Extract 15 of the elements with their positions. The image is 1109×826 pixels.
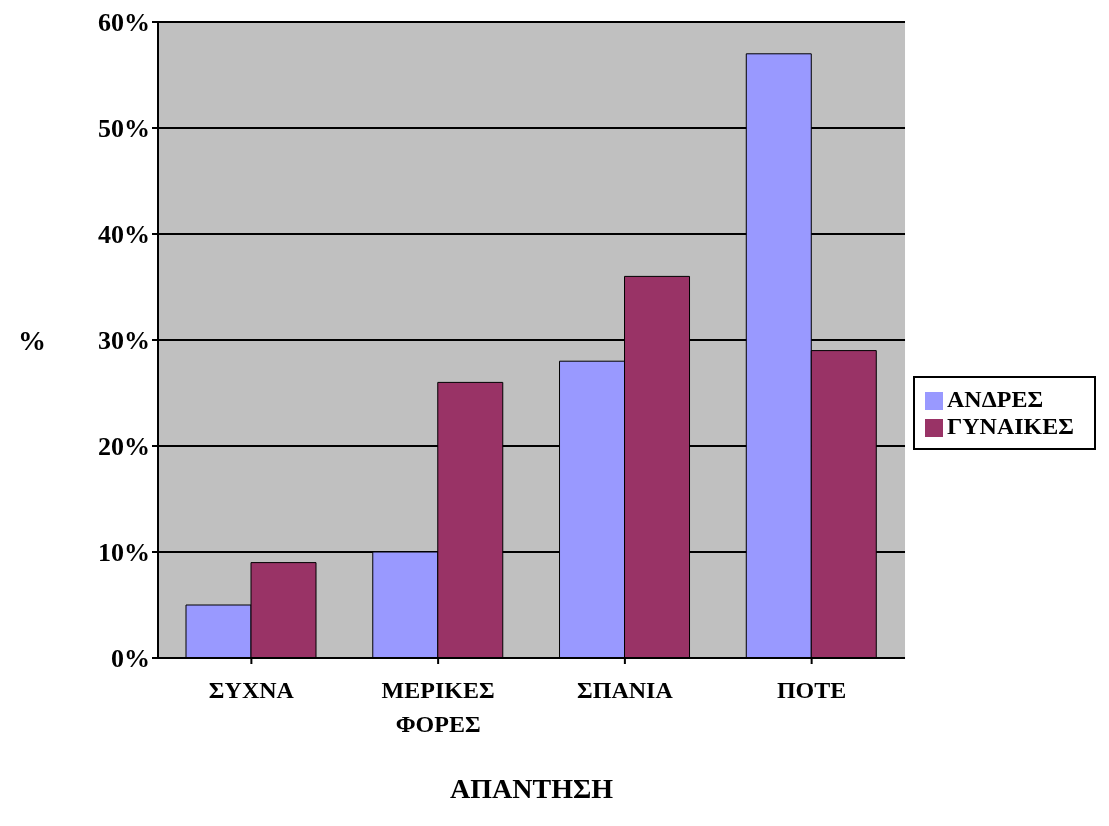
x-tick-label: ΜΕΡΙΚΕΣ ΦΟΡΕΣ [381,677,495,737]
x-tick-label: ΣΥΧΝΑ [208,677,295,703]
y-tick-label: 0% [111,644,150,674]
y-tick-label: 50% [98,114,150,144]
y-tick-label: 20% [98,432,150,462]
y-tick-label: 30% [98,326,150,356]
legend-label: ΓΥΝΑΙΚΕΣ [947,413,1074,439]
x-tick-label: ΣΠΑΝΙΑ [577,677,674,703]
y-tick-label: 10% [98,538,150,568]
x-axis-title: ΑΠΑΝΤΗΣΗ [450,773,614,804]
x-tick-label: ΠΟΤΕ [776,677,847,703]
y-tick-label: 40% [98,220,150,250]
legend-label: ΑΝΔΡΕΣ [947,386,1044,412]
y-axis-title: % [18,324,46,356]
y-tick-label: 60% [98,8,150,38]
